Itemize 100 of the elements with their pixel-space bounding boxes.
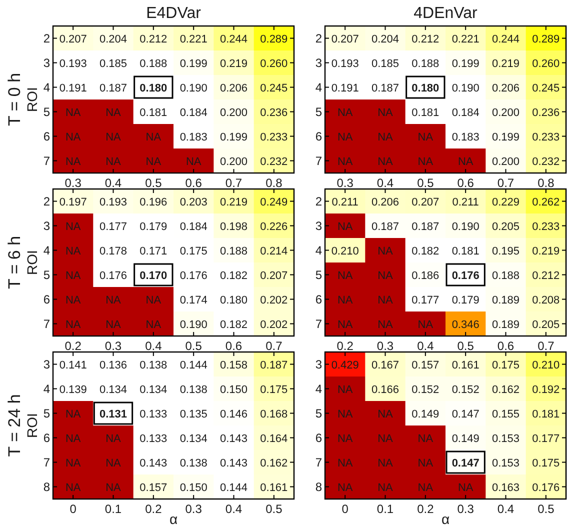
- text: NA: [65, 156, 81, 168]
- data-label: 0.178: [99, 245, 128, 258]
- y-tick-label: 6: [43, 129, 50, 144]
- y-tick-label: 4: [315, 80, 322, 94]
- data-label: 0.260: [260, 58, 288, 70]
- data-label: 0.184: [452, 106, 480, 119]
- data-label: 0.180: [412, 82, 440, 94]
- data-label: 0.176: [180, 270, 208, 282]
- data-label: 0.134: [180, 432, 208, 445]
- data-label: 0.153: [492, 457, 520, 470]
- data-label: 0.144: [180, 359, 208, 372]
- data-label: 0.187: [260, 359, 288, 372]
- text: NA: [378, 294, 393, 306]
- data-label: 0.190: [452, 82, 480, 94]
- data-label: 0.212: [140, 33, 168, 46]
- data-label: 0.260: [532, 58, 560, 70]
- y-tick-label: 6: [315, 129, 322, 144]
- text: NA: [106, 294, 121, 306]
- data-label: 0.211: [452, 196, 479, 208]
- x-tick-label: 0.7: [266, 339, 283, 353]
- y-tick-label: 3: [315, 357, 322, 372]
- data-label: 0.180: [220, 294, 248, 306]
- text: NA: [378, 131, 393, 144]
- data-label: 0.176: [532, 482, 560, 494]
- text: NA: [458, 482, 474, 494]
- data-label: 0.181: [532, 408, 560, 420]
- text: NA: [65, 106, 81, 119]
- data-label: 0.152: [452, 384, 480, 396]
- text: NA: [65, 294, 81, 306]
- text: NA: [65, 432, 81, 445]
- data-label: 0.175: [180, 245, 208, 258]
- y-tick-label: 7: [43, 455, 50, 470]
- data-label: 0.182: [220, 318, 248, 331]
- data-label: 0.139: [59, 384, 87, 396]
- text: NA: [146, 318, 162, 331]
- text: NA: [418, 318, 434, 331]
- data-label: 0.199: [220, 131, 248, 144]
- data-label: 0.176: [452, 270, 480, 282]
- data-label: 0.168: [260, 408, 288, 420]
- data-label: 0.175: [260, 384, 288, 396]
- data-label: 0.200: [492, 106, 520, 119]
- data-label: 0.219: [220, 196, 248, 208]
- y-tick-label: 4: [43, 243, 50, 258]
- x-tick-label: 0.8: [538, 176, 555, 190]
- data-label: 0.167: [371, 359, 400, 372]
- x-tick-label: 0.5: [538, 502, 555, 516]
- text: NA: [378, 432, 393, 445]
- data-label: 0.245: [260, 82, 288, 94]
- text: NA: [418, 457, 434, 470]
- x-tick-label: 0.3: [376, 339, 394, 353]
- data-label: 0.190: [180, 318, 208, 331]
- text: NA: [418, 482, 434, 494]
- text: NA: [186, 156, 202, 168]
- data-label: 0.193: [99, 196, 128, 208]
- text: NA: [146, 294, 162, 306]
- text: NA: [418, 156, 434, 168]
- text: NA: [458, 156, 474, 168]
- data-label: 0.153: [492, 432, 520, 445]
- data-label: 0.166: [371, 384, 400, 396]
- data-label: 0.221: [452, 33, 480, 46]
- data-label: 0.212: [412, 33, 440, 46]
- text: NA: [337, 220, 353, 233]
- data-label: 0.176: [99, 270, 128, 282]
- data-label: 0.195: [492, 245, 520, 258]
- x-tick-label: 0.3: [457, 502, 474, 516]
- text: NA: [106, 482, 121, 494]
- data-label: 0.162: [492, 384, 520, 396]
- text: NA: [337, 131, 353, 144]
- data-label: 0.198: [220, 220, 248, 233]
- chart-title: E4DVar: [146, 5, 202, 22]
- data-label: 0.189: [492, 318, 520, 331]
- data-label: 0.199: [452, 58, 480, 70]
- y-tick-label: 4: [315, 243, 322, 258]
- text: NA: [337, 457, 353, 470]
- data-label: 0.177: [412, 294, 440, 306]
- y-tick-label: 5: [43, 406, 50, 420]
- text: NA: [337, 482, 353, 494]
- y-tick-label: 5: [43, 104, 50, 119]
- text: NA: [146, 131, 162, 144]
- x-tick-label: 0.5: [417, 176, 434, 190]
- x-axis-title: α: [169, 511, 178, 526]
- data-label: 0.149: [412, 408, 440, 420]
- data-label: 0.164: [260, 432, 288, 445]
- text: T = 24 h: [5, 394, 24, 457]
- y-tick-label: 6: [315, 292, 322, 306]
- y-tick-label: 4: [43, 382, 50, 396]
- x-tick-label: 0.3: [64, 176, 82, 190]
- y-tick-label: 3: [315, 56, 322, 70]
- text: NA: [65, 245, 81, 258]
- text: NA: [378, 270, 393, 282]
- data-label: 0.136: [99, 359, 128, 372]
- text: T = 6 h: [5, 236, 24, 290]
- data-label: 0.207: [331, 33, 359, 46]
- data-label: 0.232: [532, 156, 560, 168]
- data-label: 0.170: [140, 270, 168, 282]
- text: NA: [378, 318, 393, 331]
- data-label: 0.219: [492, 58, 520, 70]
- data-label: 0.200: [220, 106, 248, 119]
- x-tick-label: 0.3: [185, 502, 202, 516]
- y-tick-label: 7: [315, 154, 322, 168]
